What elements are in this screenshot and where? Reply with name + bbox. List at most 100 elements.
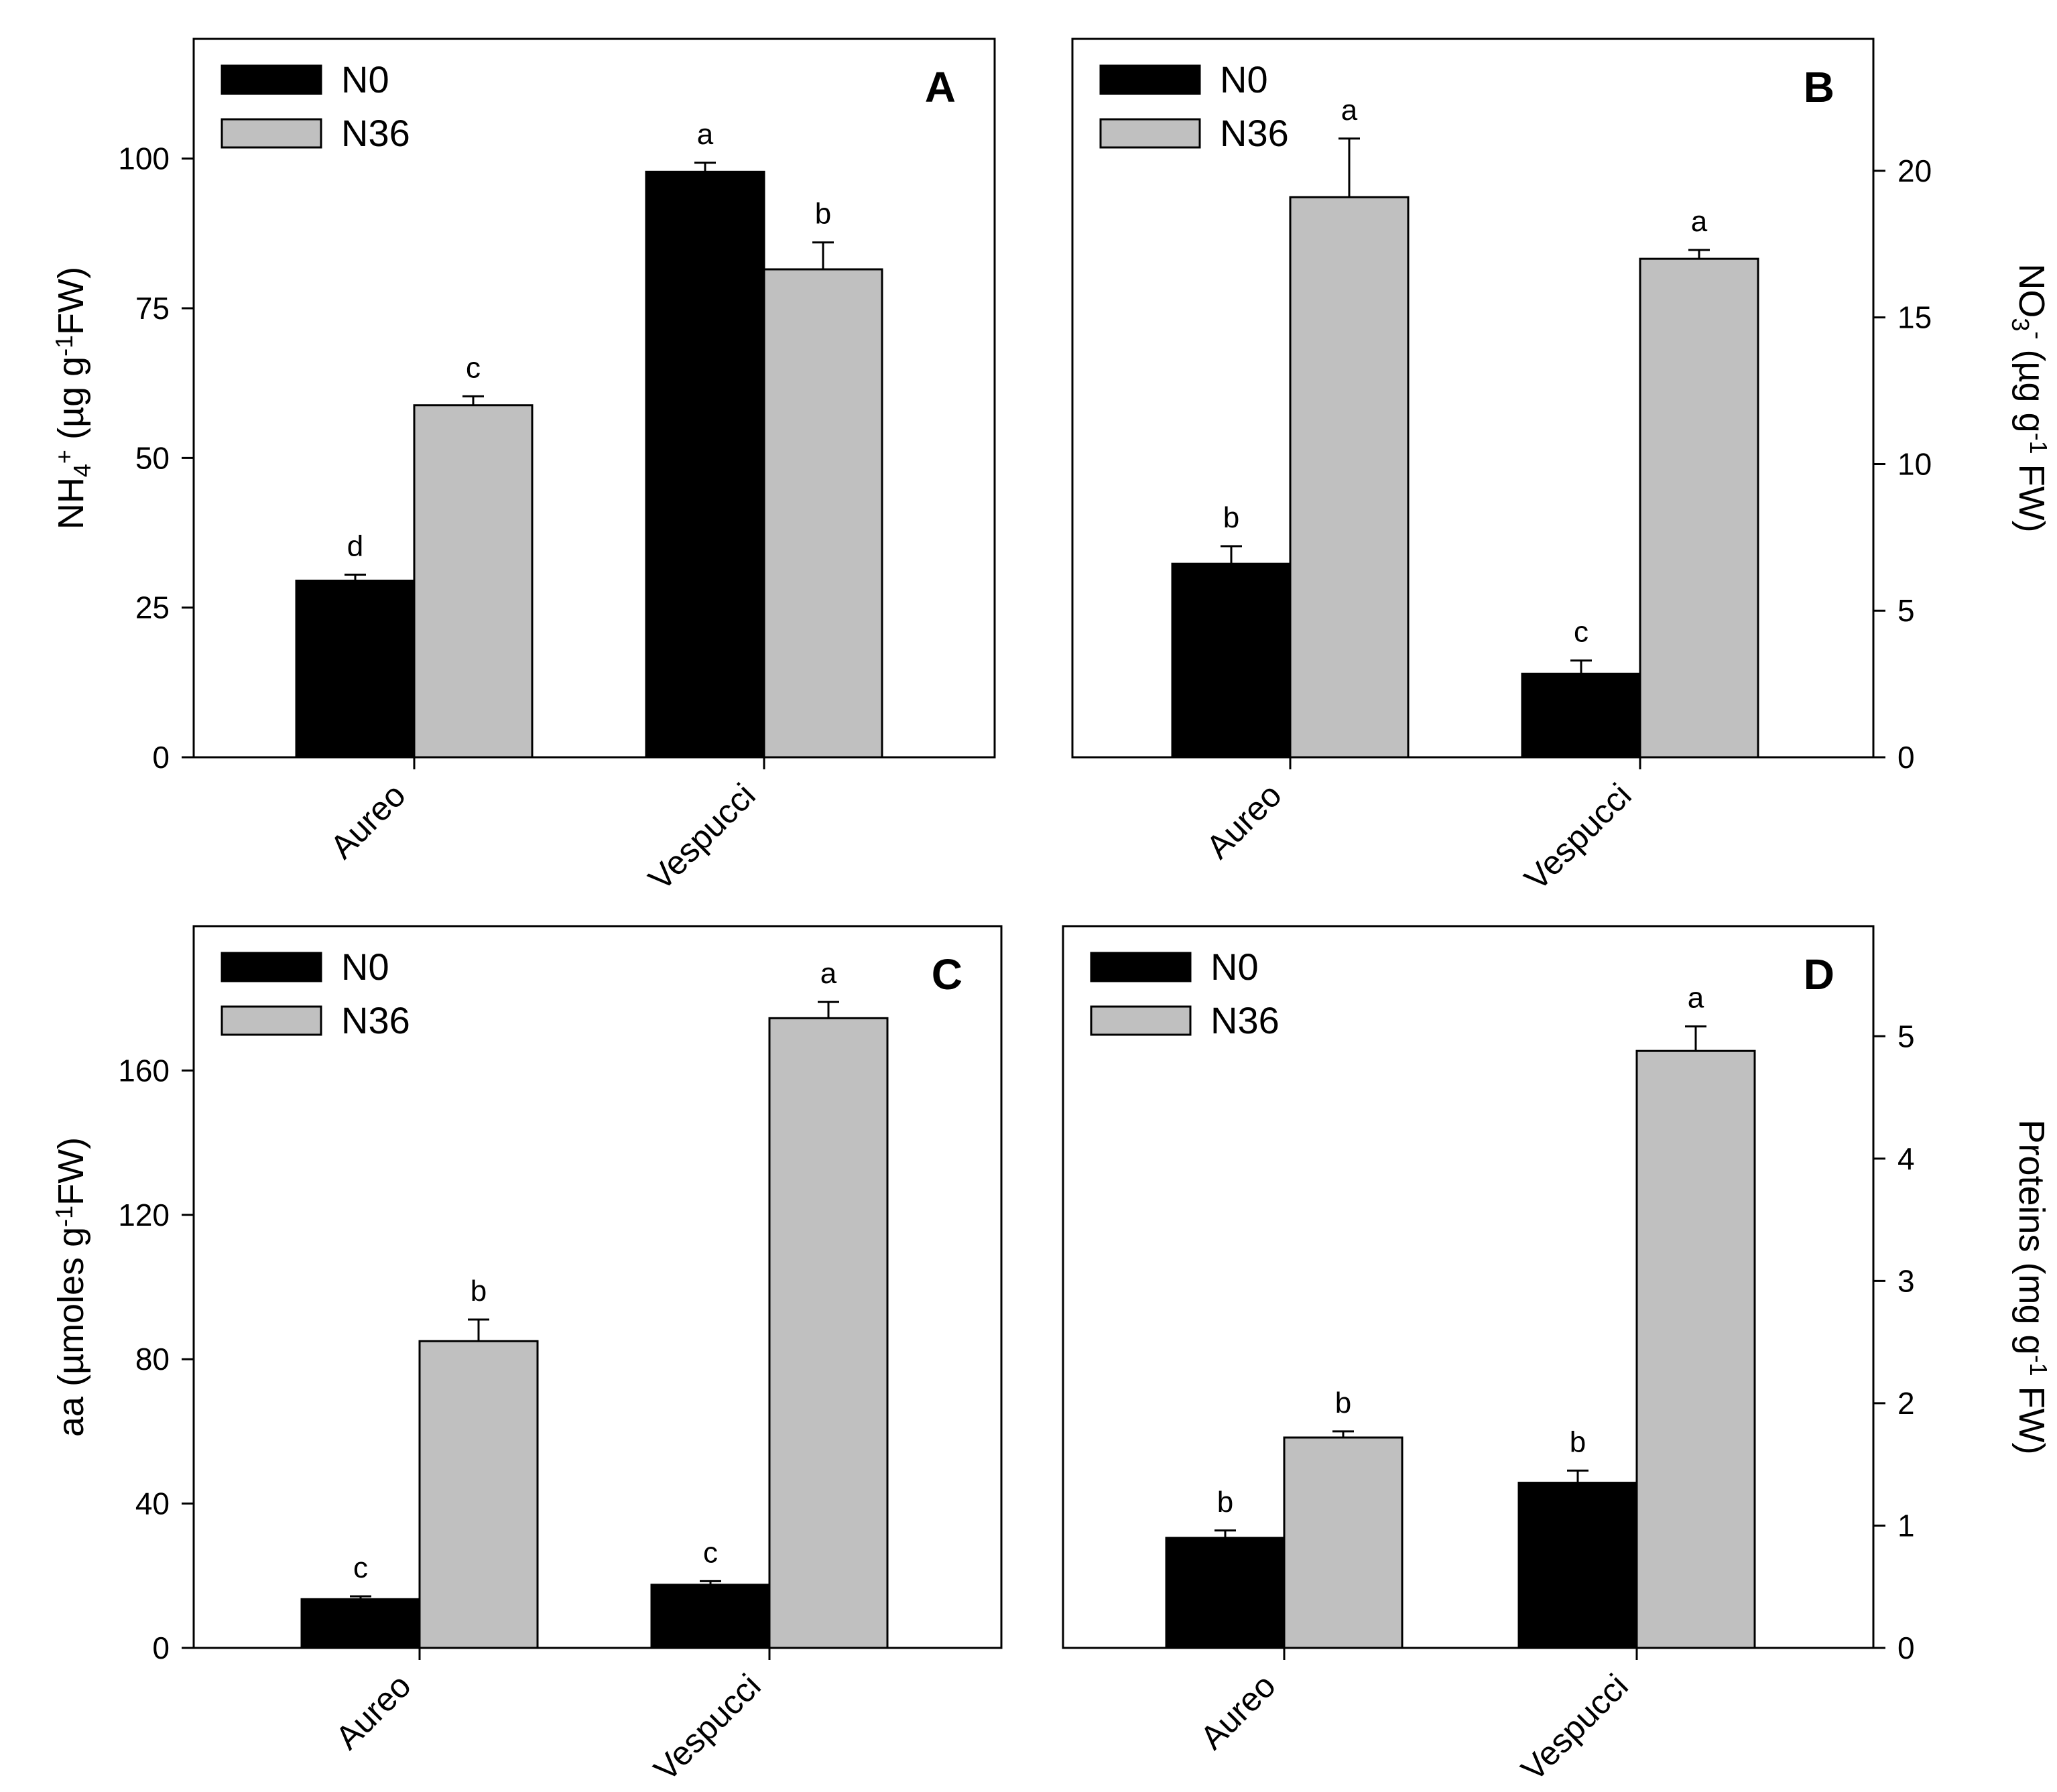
legend-swatch-n0 — [221, 64, 322, 95]
significance-letter: c — [466, 351, 481, 384]
plot-frame — [192, 38, 996, 759]
legend-label-n36: N36 — [1220, 112, 1289, 154]
panel-letter: A — [925, 63, 956, 111]
y-axis-title-part: FW) — [2011, 454, 2052, 533]
plot-frame — [1062, 925, 1875, 1649]
bar-n36-vespucci — [768, 1017, 889, 1649]
x-category-label-vespucci: Vespucci — [1514, 1667, 1635, 1788]
chart-panel-a: 0 25 50 75 100 Aureo Vespucci d a c b N0 N36 A NH4+ (µ… — [50, 38, 996, 897]
y-tick-label: 15 — [1897, 300, 1932, 335]
bar-n0-aureo — [295, 579, 416, 759]
y-tick-label: 10 — [1897, 446, 1932, 481]
x-category-label-vespucci: Vespucci — [1517, 776, 1639, 897]
plot-frame — [1071, 38, 1875, 759]
bar-n0-vespucci — [1521, 672, 1641, 759]
x-category-label-aureo: Aureo — [1193, 1667, 1283, 1756]
bar-n36-aureo — [418, 1340, 539, 1649]
x-category-label-aureo: Aureo — [1199, 776, 1289, 866]
y-tick-label: 40 — [135, 1486, 170, 1521]
y-tick-label: 0 — [152, 1630, 170, 1665]
y-axis-title: Proteins (mg g-1 FW) — [2011, 1119, 2052, 1454]
legend-swatch-n36 — [1090, 1005, 1192, 1036]
chart-panel-d: 0 1 2 3 4 5 Aureo Vespucci b b b a N0 N36 D Proteins (m… — [1062, 925, 2052, 1788]
significance-letter: a — [1691, 205, 1708, 238]
significance-letter: b — [815, 198, 831, 231]
y-axis-title-part: (mg g — [2011, 1253, 2052, 1355]
bar-n0-aureo — [300, 1598, 421, 1649]
significance-letter: b — [471, 1275, 487, 1307]
y-tick-label: 4 — [1897, 1141, 1915, 1176]
y-axis-title-part: aa — [51, 1396, 91, 1437]
y-tick-label: 2 — [1897, 1386, 1915, 1421]
legend-label-n0: N0 — [1220, 58, 1268, 101]
y-tick-label: 0 — [1897, 1630, 1915, 1665]
significance-letter: c — [353, 1551, 368, 1584]
significance-letter: b — [1223, 501, 1239, 534]
legend-label-n36: N36 — [1210, 999, 1280, 1041]
legend-swatch-n0 — [221, 952, 322, 982]
panel-letter: C — [932, 950, 962, 999]
y-axis-title-part: -1 — [2025, 1355, 2052, 1377]
y-tick-label: 5 — [1897, 1019, 1915, 1053]
y-tick-label: 75 — [135, 291, 170, 326]
y-axis-title-part: Proteins — [2011, 1119, 2052, 1252]
y-axis-title-part: 3 — [2007, 318, 2034, 331]
legend-label-n0: N0 — [341, 58, 389, 101]
significance-letter: a — [1688, 982, 1704, 1015]
bar-n36-aureo — [413, 404, 534, 759]
bar-n36-aureo — [1283, 1436, 1404, 1649]
y-axis-title-part: -1 — [2025, 433, 2052, 454]
y-axis-title-part: -1 — [50, 1206, 78, 1227]
bar-n36-vespucci — [1635, 1049, 1756, 1649]
y-tick-label: 0 — [1897, 740, 1915, 775]
panel-letter: B — [1804, 63, 1834, 111]
x-category-label-vespucci: Vespucci — [647, 1667, 768, 1788]
y-tick-label: 120 — [118, 1198, 170, 1232]
y-tick-label: 100 — [118, 141, 170, 176]
y-axis-title-part: NO — [2011, 263, 2052, 318]
y-axis-title-part: - — [2025, 331, 2052, 339]
y-axis-title: NH4+ (µg g-1FW) — [50, 267, 96, 529]
significance-letter: d — [347, 530, 363, 563]
y-axis-title-part: 4 — [68, 464, 96, 477]
legend-label-n36: N36 — [341, 999, 410, 1041]
y-axis-title-part: -1 — [50, 335, 78, 357]
legend-swatch-n0 — [1090, 952, 1192, 982]
y-tick-label: 50 — [135, 440, 170, 475]
y-tick-label: 0 — [152, 740, 170, 775]
legend-swatch-n36 — [221, 1005, 322, 1036]
significance-letter: a — [1341, 94, 1358, 127]
y-axis-title-part: (µg g — [2011, 339, 2052, 432]
significance-letter: c — [703, 1536, 718, 1569]
significance-letter: b — [1335, 1387, 1351, 1419]
legend-label-n0: N0 — [1210, 946, 1259, 988]
y-axis-title-part: (µmoles g — [51, 1227, 91, 1397]
y-axis-title-part: FW) — [51, 1137, 91, 1206]
y-axis-title-part: FW) — [51, 267, 91, 335]
panel-letter: D — [1804, 950, 1834, 999]
y-axis-title: NO3- (µg g-1 FW) — [2007, 263, 2052, 532]
y-axis-title-part: (µg g — [51, 357, 91, 450]
y-tick-label: 25 — [135, 590, 170, 625]
legend-swatch-n36 — [1099, 118, 1201, 149]
y-tick-label: 5 — [1897, 593, 1915, 628]
plot-frame — [192, 925, 1003, 1649]
bar-n0-aureo — [1165, 1537, 1286, 1649]
y-tick-label: 80 — [135, 1342, 170, 1377]
bar-n0-aureo — [1171, 562, 1292, 759]
significance-letter: c — [1574, 616, 1588, 649]
significance-letter: b — [1570, 1425, 1586, 1458]
significance-letter: a — [697, 118, 714, 151]
bar-n0-vespucci — [650, 1584, 771, 1649]
x-category-label-aureo: Aureo — [323, 776, 413, 866]
x-category-label-vespucci: Vespucci — [641, 776, 763, 897]
bar-n36-vespucci — [763, 268, 883, 759]
y-tick-label: 20 — [1897, 153, 1932, 188]
chart-panel-c: 0 40 80 120 160 Aureo Vespucci c c b a N0 N36 Caa (µm… — [50, 925, 1003, 1788]
legend-swatch-n36 — [221, 118, 322, 149]
y-axis-title-part: + — [50, 450, 78, 464]
bar-n0-vespucci — [1517, 1482, 1638, 1649]
y-tick-label: 1 — [1897, 1508, 1915, 1543]
legend-label-n36: N36 — [341, 112, 410, 154]
y-tick-label: 3 — [1897, 1263, 1915, 1298]
